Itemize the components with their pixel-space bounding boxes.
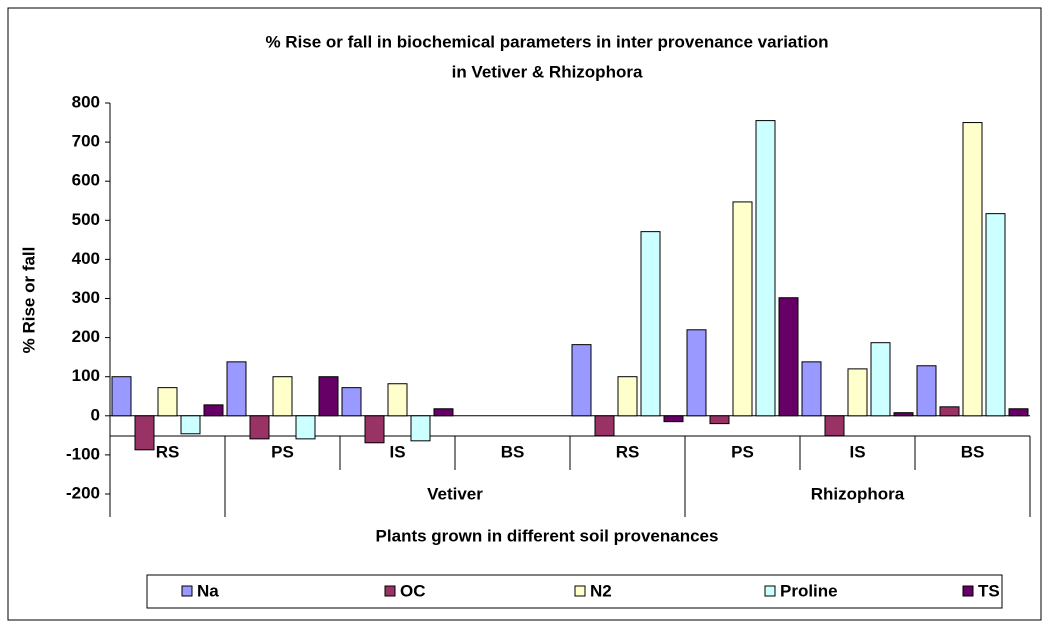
bar bbox=[686, 329, 707, 417]
y-tick-label: 100 bbox=[72, 366, 100, 385]
y-tick-label: 0 bbox=[91, 405, 100, 424]
bar bbox=[939, 406, 960, 417]
bar bbox=[318, 376, 339, 417]
legend-label: Na bbox=[197, 581, 219, 600]
y-tick-label: -100 bbox=[66, 444, 100, 463]
bar bbox=[341, 387, 362, 417]
bar bbox=[272, 376, 293, 417]
x-tick-label: RS bbox=[616, 442, 640, 461]
bar bbox=[916, 365, 937, 417]
chart-title: % Rise or fall in biochemical parameters… bbox=[265, 32, 828, 51]
bar bbox=[594, 415, 615, 437]
y-tick-label: 300 bbox=[72, 288, 100, 307]
bar bbox=[870, 342, 891, 417]
chart-title: in Vetiver & Rhizophora bbox=[452, 62, 643, 81]
y-tick-label: -200 bbox=[66, 483, 100, 502]
y-tick-label: 500 bbox=[72, 210, 100, 229]
x-tick-label: BS bbox=[961, 442, 985, 461]
x-tick-label: PS bbox=[731, 442, 754, 461]
bar bbox=[295, 415, 316, 440]
y-tick-label: 200 bbox=[72, 327, 100, 346]
legend-label: TS bbox=[978, 581, 1000, 600]
x-tick-label: IS bbox=[849, 442, 865, 461]
bar bbox=[180, 415, 201, 435]
legend-swatch bbox=[962, 585, 974, 597]
bar bbox=[111, 376, 132, 417]
x-tick-label: BS bbox=[501, 442, 525, 461]
bar bbox=[1008, 408, 1029, 417]
bar bbox=[226, 361, 247, 417]
y-tick-label: 400 bbox=[72, 249, 100, 268]
bar bbox=[732, 201, 753, 417]
group-label: Rhizophora bbox=[811, 484, 905, 503]
bar bbox=[778, 297, 799, 417]
bar bbox=[387, 383, 408, 417]
bar bbox=[203, 404, 224, 417]
bar bbox=[433, 408, 454, 417]
bar bbox=[134, 415, 155, 451]
legend-label: N2 bbox=[590, 581, 612, 600]
legend-swatch bbox=[181, 585, 193, 597]
bar bbox=[709, 415, 730, 425]
x-tick-label: RS bbox=[156, 442, 180, 461]
y-tick-label: 600 bbox=[72, 171, 100, 190]
legend-label: OC bbox=[400, 581, 426, 600]
group-label: Vetiver bbox=[427, 484, 483, 503]
y-axis-title: % Rise or fall bbox=[19, 247, 38, 354]
bar bbox=[962, 122, 983, 417]
legend-swatch bbox=[764, 585, 776, 597]
legend-swatch bbox=[384, 585, 396, 597]
x-axis-title: Plants grown in different soil provenanc… bbox=[376, 526, 719, 545]
bar bbox=[985, 213, 1006, 417]
y-tick-label: 700 bbox=[72, 132, 100, 151]
bar bbox=[249, 415, 270, 440]
chart-border bbox=[7, 7, 1042, 621]
y-tick-label: 800 bbox=[72, 92, 100, 111]
bar bbox=[410, 415, 431, 442]
bar bbox=[663, 415, 684, 423]
bar bbox=[640, 231, 661, 417]
bar bbox=[847, 368, 868, 417]
legend-swatch bbox=[574, 585, 586, 597]
x-tick-label: PS bbox=[271, 442, 294, 461]
x-tick-label: IS bbox=[389, 442, 405, 461]
bar bbox=[824, 415, 845, 437]
bar bbox=[755, 120, 776, 417]
legend-label: Proline bbox=[780, 581, 838, 600]
bar bbox=[364, 415, 385, 444]
bar bbox=[617, 376, 638, 417]
bar bbox=[893, 412, 914, 417]
bar bbox=[571, 344, 592, 417]
bar bbox=[157, 387, 178, 417]
bar bbox=[801, 361, 822, 417]
